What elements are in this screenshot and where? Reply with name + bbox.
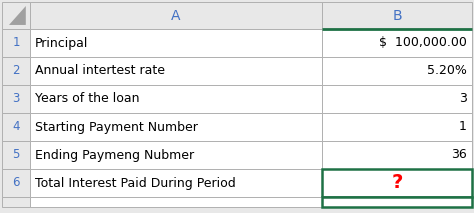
Bar [2,141,30,169]
Text: 1: 1 [459,121,467,134]
Text: B: B [392,9,402,23]
Text: A: A [171,9,181,23]
Bar [30,197,322,207]
Text: 1: 1 [12,36,20,49]
Text: Total Interest Paid During Period: Total Interest Paid During Period [35,177,236,190]
Bar [322,85,472,113]
Bar [30,113,322,141]
Text: Ending Paymeng Nubmer: Ending Paymeng Nubmer [35,148,194,161]
Text: 6: 6 [12,177,20,190]
Bar [30,85,322,113]
Bar [30,29,322,57]
Bar [30,57,322,85]
Text: 2: 2 [12,65,20,78]
Text: 3: 3 [459,92,467,105]
Text: Annual intertest rate: Annual intertest rate [35,65,165,78]
Bar [2,2,30,29]
Text: ?: ? [392,174,403,193]
Text: Starting Payment Number: Starting Payment Number [35,121,198,134]
Bar [322,197,472,207]
Bar [2,113,30,141]
Bar [30,2,322,29]
Bar [2,169,30,197]
Bar [322,57,472,85]
Text: Years of the loan: Years of the loan [35,92,139,105]
Bar [322,113,472,141]
Bar [2,57,30,85]
Bar [30,169,322,197]
Bar [322,169,472,197]
Bar [322,29,472,57]
Bar [2,85,30,113]
Bar [2,197,30,207]
Text: 3: 3 [12,92,20,105]
Text: $  100,000.00: $ 100,000.00 [379,36,467,49]
Text: 4: 4 [12,121,20,134]
Text: 36: 36 [451,148,467,161]
Bar [30,141,322,169]
Text: Principal: Principal [35,36,88,49]
Text: 5: 5 [12,148,20,161]
Bar [322,141,472,169]
Polygon shape [9,6,26,25]
Bar [322,2,472,29]
Text: 5.20%: 5.20% [427,65,467,78]
Bar [2,29,30,57]
